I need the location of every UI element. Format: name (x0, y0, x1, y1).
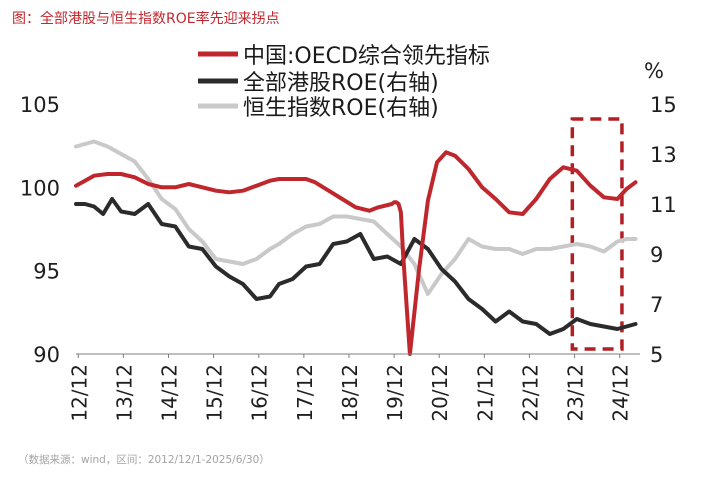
x-tick-label: 18/12 (338, 364, 362, 422)
legend-label: 恒生指数ROE(右轴) (243, 96, 439, 121)
right-axis-unit: % (644, 59, 664, 83)
highlight-box-layer (570, 117, 624, 351)
right-tick-label: 13 (650, 143, 677, 167)
left-tick-label: 95 (33, 260, 60, 284)
right-tick-label: 5 (650, 343, 663, 367)
x-tick-label: 21/12 (473, 364, 497, 422)
x-tick-label: 20/12 (428, 364, 452, 422)
x-tick-label: 23/12 (564, 364, 588, 422)
series-layer (74, 139, 638, 356)
legend-label: 全部港股ROE(右轴) (243, 71, 439, 96)
x-tick-label: 14/12 (157, 364, 181, 422)
left-tick-label: 90 (33, 343, 60, 367)
series-line-2 (74, 139, 638, 296)
x-tick-label: 22/12 (518, 364, 542, 422)
right-tick-label: 11 (650, 193, 677, 217)
right-tick-label: 9 (650, 243, 663, 267)
left-tick-label: 100 (20, 176, 60, 200)
x-tick-label: 19/12 (383, 364, 407, 422)
source-note: （数据来源：wind，区间：2012/12/1-2025/6/30） (18, 454, 270, 466)
series-line-0 (74, 150, 638, 356)
left-tick-label: 105 (20, 93, 60, 117)
right-tick-label: 7 (650, 293, 663, 317)
x-tick-label: 12/12 (67, 364, 91, 422)
legend-label: 中国:OECD综合领先指标 (243, 44, 490, 69)
right-tick-label: 15 (650, 93, 677, 117)
x-tick-label: 24/12 (609, 364, 633, 422)
figure-title: 图：全部港股与恒生指数ROE率先迎来拐点 (12, 11, 280, 27)
series-line-1 (74, 197, 638, 336)
x-tick-label: 13/12 (112, 364, 136, 422)
highlight-box (570, 117, 624, 351)
x-tick-label: 17/12 (293, 364, 317, 422)
x-tick-label: 16/12 (248, 364, 272, 422)
x-tick-label: 15/12 (203, 364, 227, 422)
